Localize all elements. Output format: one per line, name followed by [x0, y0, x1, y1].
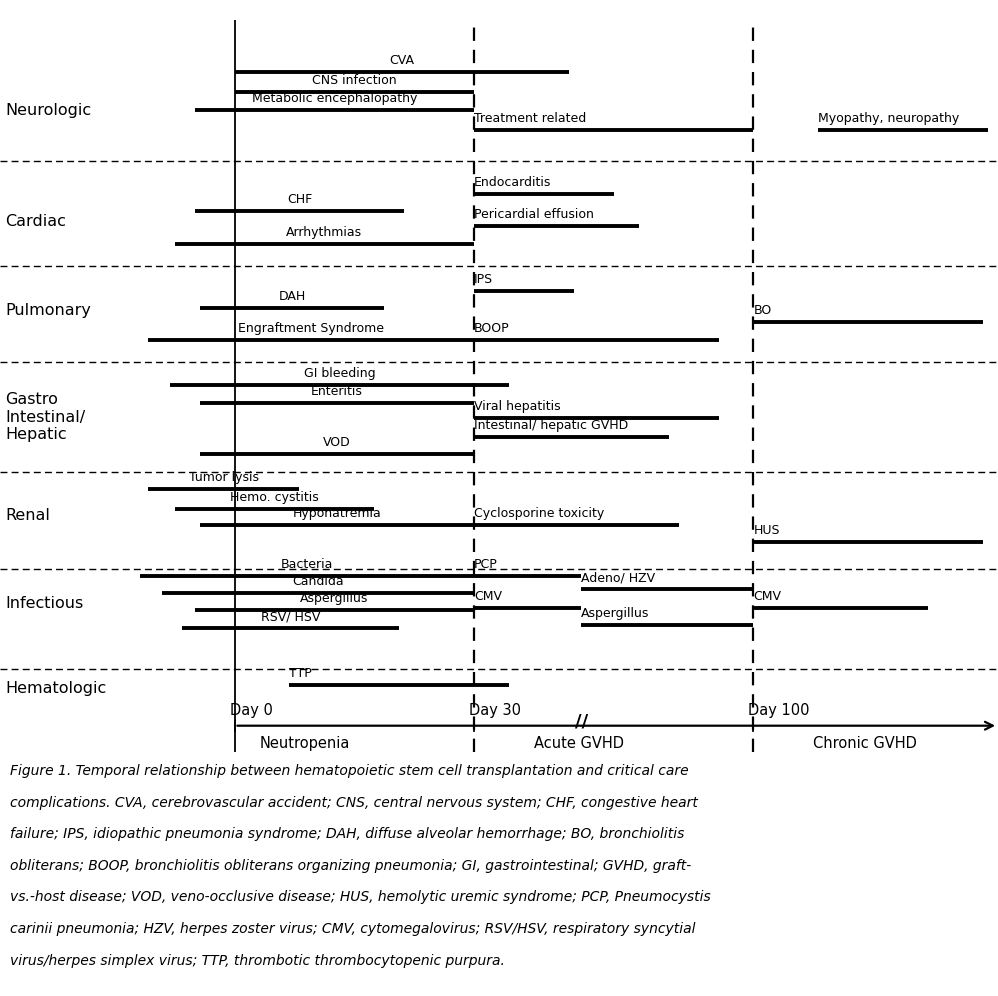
Text: Aspergillus: Aspergillus	[581, 607, 650, 620]
Text: Day 0: Day 0	[230, 703, 272, 718]
Text: Renal: Renal	[5, 508, 50, 523]
Text: Tumor lysis: Tumor lysis	[189, 471, 258, 484]
Text: Infectious: Infectious	[5, 596, 83, 611]
Text: BO: BO	[753, 304, 771, 317]
Text: IPS: IPS	[474, 273, 493, 286]
Text: Figure 1. Temporal relationship between hematopoietic stem cell transplantation : Figure 1. Temporal relationship between …	[10, 764, 689, 778]
Text: //: //	[575, 713, 589, 731]
Text: CVA: CVA	[389, 55, 414, 68]
Text: CNS infection: CNS infection	[312, 74, 396, 87]
Text: carinii pneumonia; HZV, herpes zoster virus; CMV, cytomegalovirus; RSV/HSV, resp: carinii pneumonia; HZV, herpes zoster vi…	[10, 922, 696, 936]
Text: virus/herpes simplex virus; TTP, thrombotic thrombocytopenic purpura.: virus/herpes simplex virus; TTP, thrombo…	[10, 953, 505, 967]
Text: Hemo. cystitis: Hemo. cystitis	[231, 491, 318, 504]
Text: failure; IPS, idiopathic pneumonia syndrome; DAH, diffuse alveolar hemorrhage; B: failure; IPS, idiopathic pneumonia syndr…	[10, 827, 685, 842]
Text: PCP: PCP	[474, 558, 498, 571]
Text: Myopathy, neuropathy: Myopathy, neuropathy	[818, 112, 960, 125]
Text: Metabolic encephalopathy: Metabolic encephalopathy	[251, 92, 417, 105]
Text: Candida: Candida	[292, 575, 343, 588]
Text: Cyclosporine toxicity: Cyclosporine toxicity	[474, 508, 605, 521]
Text: Arrhythmias: Arrhythmias	[286, 226, 362, 239]
Text: BOOP: BOOP	[474, 323, 510, 336]
Text: vs.-host disease; VOD, veno-occlusive disease; HUS, hemolytic uremic syndrome; P: vs.-host disease; VOD, veno-occlusive di…	[10, 890, 711, 904]
Text: Neutropenia: Neutropenia	[259, 736, 350, 751]
Text: complications. CVA, cerebrovascular accident; CNS, central nervous system; CHF, : complications. CVA, cerebrovascular acci…	[10, 796, 698, 810]
Text: Treatment related: Treatment related	[474, 112, 586, 125]
Text: Neurologic: Neurologic	[5, 104, 91, 119]
Text: Pulmonary: Pulmonary	[5, 304, 91, 319]
Text: Pericardial effusion: Pericardial effusion	[474, 208, 594, 221]
Text: Day 30: Day 30	[469, 703, 521, 718]
Text: CMV: CMV	[474, 590, 502, 603]
Text: Cardiac: Cardiac	[5, 214, 66, 229]
Text: Enteritis: Enteritis	[311, 384, 362, 397]
Text: CHF: CHF	[286, 193, 312, 206]
Text: DAH: DAH	[278, 290, 305, 303]
Text: VOD: VOD	[323, 436, 350, 449]
Text: Viral hepatitis: Viral hepatitis	[474, 400, 561, 413]
Text: Intestinal/ hepatic GVHD: Intestinal/ hepatic GVHD	[474, 418, 629, 431]
Text: TTP: TTP	[289, 667, 312, 680]
Text: Chronic GVHD: Chronic GVHD	[813, 736, 917, 751]
Text: RSV/ HSV: RSV/ HSV	[260, 611, 320, 623]
Text: HUS: HUS	[753, 524, 780, 538]
Text: Bacteria: Bacteria	[280, 558, 333, 571]
Text: CMV: CMV	[753, 590, 781, 603]
Text: Endocarditis: Endocarditis	[474, 176, 552, 189]
Text: Hematologic: Hematologic	[5, 680, 106, 695]
Text: obliterans; BOOP, bronchiolitis obliterans organizing pneumonia; GI, gastrointes: obliterans; BOOP, bronchiolitis oblitera…	[10, 859, 692, 872]
Text: Aspergillus: Aspergillus	[300, 592, 368, 605]
Text: Hyponatremia: Hyponatremia	[292, 508, 381, 521]
Text: Acute GVHD: Acute GVHD	[534, 736, 624, 751]
Text: Day 100: Day 100	[748, 703, 810, 718]
Text: Gastro
Intestinal/
Hepatic: Gastro Intestinal/ Hepatic	[5, 392, 85, 442]
Text: GI bleeding: GI bleeding	[303, 367, 375, 379]
Text: Adeno/ HZV: Adeno/ HZV	[581, 572, 655, 585]
Text: Engraftment Syndrome: Engraftment Syndrome	[238, 323, 384, 336]
